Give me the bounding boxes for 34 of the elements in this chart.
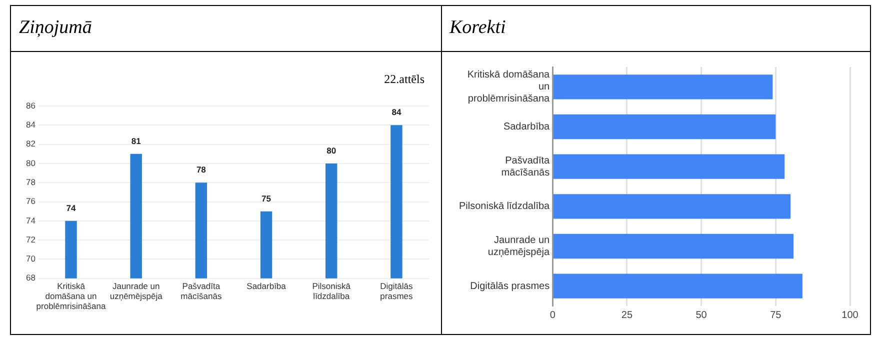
y-tick-label: Jaunrade un uzņēmējspēja [487,235,550,258]
x-tick-label: 0 [549,310,556,321]
y-tick-label: 72 [26,234,36,244]
chart-title: Korekti [442,6,870,52]
y-tick-label: Pilsoniskā līdzdalība [458,201,550,212]
data-label: 78 [196,164,206,175]
data-label: 75 [262,193,272,204]
data-label: 84 [392,107,402,118]
text: 22.attēls [384,72,424,87]
x-tick-label: Jaunrade un uzņēmējspēja [110,280,163,302]
y-tick-label: 76 [26,196,36,206]
y-tick-label: 70 [26,254,36,264]
y-tick-label: 78 [26,176,36,187]
x-tick-label: Pilsoniskā līdzdalība [312,280,351,302]
x-tick-label: 50 [695,310,707,321]
x-tick-label: Digitālās prasmes [380,280,413,302]
x-tick-label: 100 [841,310,858,321]
data-label: 74 [66,203,76,214]
y-tick-label: Sadarbība [502,122,550,132]
y-tick-label: 82 [26,138,36,149]
x-tick-label: Pašvadīta mācīšanās [180,280,222,302]
chart-title: Ziņojumā [11,6,440,52]
y-tick-label: 80 [26,158,36,168]
data-label: 81 [131,136,142,146]
x-tick-label: Sadarbība [246,280,286,291]
data-label: 80 [326,146,336,156]
y-tick-label: 74 [26,215,36,226]
x-tick-label: 75 [770,310,782,321]
x-tick-label: 25 [620,310,632,321]
y-tick-label: 68 [26,272,36,283]
y-tick-label: Kritiskā domāšana un problēmrisināšana [466,70,550,105]
y-tick-label: 84 [26,120,36,130]
y-tick-label: Pašvadīta mācīšanās [500,155,550,178]
y-tick-label: 86 [26,100,36,110]
